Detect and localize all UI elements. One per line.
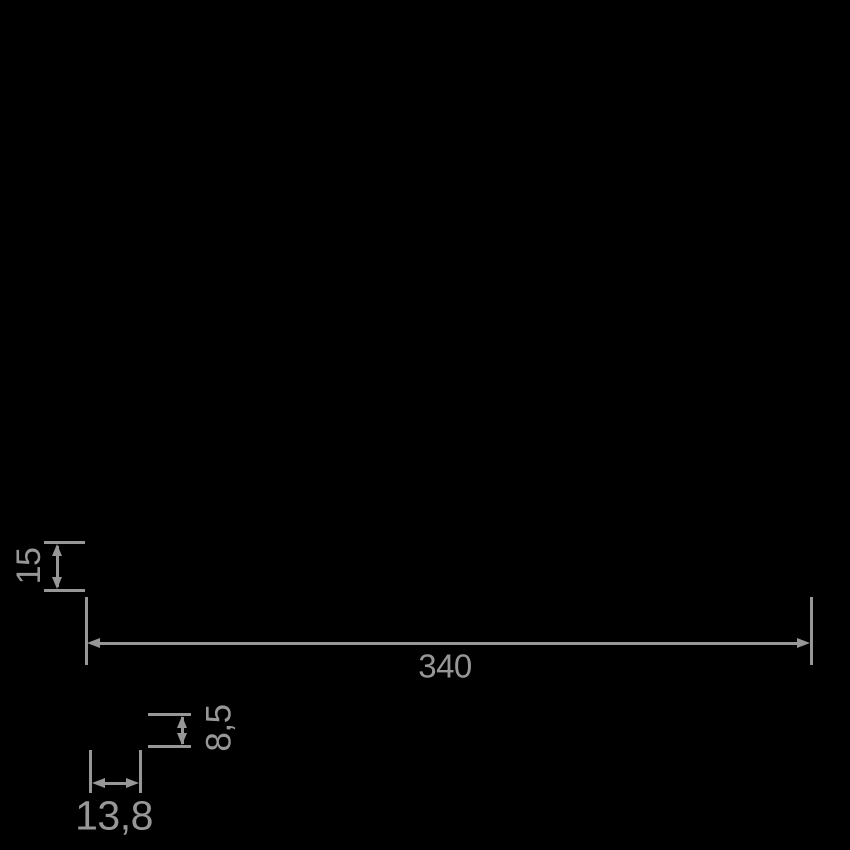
dim-340-dimension-line	[99, 642, 799, 645]
dim-8-5-label: 8,5	[199, 704, 239, 752]
dim-15-arrow-up-icon	[52, 544, 62, 556]
dim-8-5-arrow-up-icon	[177, 716, 187, 728]
dim-15-tick-top	[44, 541, 85, 544]
dim-15-label: 15	[10, 547, 48, 585]
dim-13-8-arrow-left-icon	[92, 778, 105, 788]
dim-340-extension-line-right	[810, 597, 813, 665]
dim-8-5-tick-bottom	[148, 745, 191, 748]
dim-13-8-dimension-line	[102, 782, 129, 785]
dim-13-8-label: 13,8	[75, 792, 153, 839]
dim-340-arrow-left-icon	[87, 638, 100, 648]
dim-8-5-arrow-down-icon	[177, 733, 187, 745]
dim-340-extension-line-left	[85, 597, 88, 665]
dim-13-8-arrow-right-icon	[126, 778, 139, 788]
dim-340-arrow-right-icon	[797, 638, 810, 648]
dim-13-8-tick-left	[89, 750, 92, 793]
dim-8-5-tick-top	[148, 713, 191, 716]
dim-15-tick-bottom	[44, 589, 85, 592]
dim-8-5-dimension-line	[181, 717, 184, 744]
dim-15-arrow-down-icon	[52, 577, 62, 589]
dim-340-label: 340	[418, 647, 472, 685]
dim-15-dimension-line	[56, 546, 59, 587]
dim-13-8-tick-right	[139, 750, 142, 793]
